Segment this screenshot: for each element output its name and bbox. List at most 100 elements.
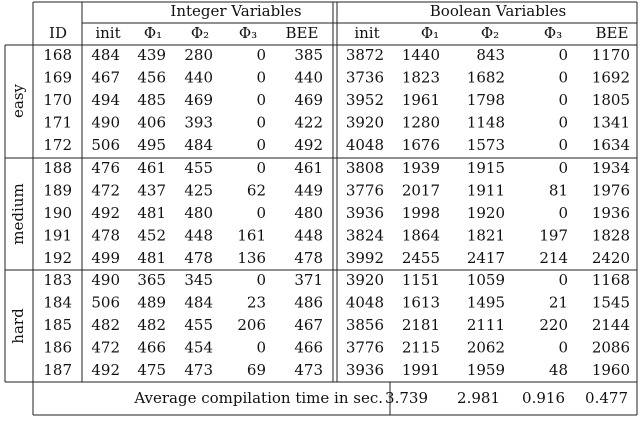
cell: 168: [43, 46, 72, 64]
column-header: Φ₂: [481, 24, 499, 42]
cell: 2144: [592, 316, 630, 334]
cell: 0: [558, 69, 568, 87]
cell: 478: [91, 226, 120, 244]
cell: 1991: [402, 361, 440, 379]
cell: 1151: [402, 271, 440, 289]
cell: 455: [184, 316, 213, 334]
cell: 0: [256, 159, 266, 177]
cell: 21: [549, 294, 568, 312]
cell: 469: [294, 91, 323, 109]
cell: 1828: [592, 226, 630, 244]
cell: 461: [137, 159, 166, 177]
cell: 3936: [346, 361, 384, 379]
cell: 0: [256, 46, 266, 64]
cell: 220: [539, 316, 568, 334]
cell: 1911: [467, 182, 505, 200]
cell: 206: [237, 316, 266, 334]
cell: 490: [91, 113, 120, 131]
cell: 467: [91, 69, 120, 87]
cell: 1682: [467, 69, 505, 87]
cell: 197: [539, 226, 568, 244]
cell: 472: [91, 182, 120, 200]
cell: 490: [91, 271, 120, 289]
cell: 1573: [467, 136, 505, 154]
cell: 1545: [592, 294, 630, 312]
cell: 486: [294, 294, 323, 312]
cell: 1634: [592, 136, 630, 154]
cell: 4048: [346, 294, 384, 312]
cell: 0: [256, 113, 266, 131]
cell: 2062: [467, 338, 505, 356]
column-header: init: [354, 24, 379, 42]
cell: 1059: [467, 271, 505, 289]
cell: 437: [137, 182, 166, 200]
cell: 0: [256, 91, 266, 109]
cell: 185: [43, 316, 72, 334]
cell: 385: [294, 46, 323, 64]
column-header: BEE: [286, 24, 319, 42]
cell: 492: [91, 204, 120, 222]
boolean-header: Boolean Variables: [430, 2, 566, 20]
cell: 494: [91, 91, 120, 109]
footer-value: 3.739: [385, 389, 428, 407]
cell: 2017: [402, 182, 440, 200]
cell: 484: [184, 294, 213, 312]
cell: 1495: [467, 294, 505, 312]
cell: 169: [43, 69, 72, 87]
cell: 2417: [467, 249, 505, 267]
cell: 449: [294, 182, 323, 200]
cell: 482: [91, 316, 120, 334]
cell: 1864: [402, 226, 440, 244]
cell: 506: [91, 294, 120, 312]
cell: 0: [558, 271, 568, 289]
cell: 0: [558, 159, 568, 177]
cell: 3920: [346, 113, 384, 131]
cell: 191: [43, 226, 72, 244]
cell: 1961: [402, 91, 440, 109]
cell: 481: [137, 204, 166, 222]
cell: 466: [294, 338, 323, 356]
cell: 0: [558, 91, 568, 109]
cell: 1915: [467, 159, 505, 177]
cell: 484: [184, 136, 213, 154]
cell: 482: [137, 316, 166, 334]
cell: 461: [294, 159, 323, 177]
cell: 192: [43, 249, 72, 267]
cell: 345: [184, 271, 213, 289]
cell: 1998: [402, 204, 440, 222]
cell: 280: [184, 46, 213, 64]
cell: 0: [256, 338, 266, 356]
cell: 1939: [402, 159, 440, 177]
cell: 472: [91, 338, 120, 356]
cell: 485: [137, 91, 166, 109]
column-header: BEE: [596, 24, 629, 42]
cell: 1920: [467, 204, 505, 222]
cell: 3856: [346, 316, 384, 334]
cell: 0: [256, 204, 266, 222]
cell: 466: [137, 338, 166, 356]
cell: 495: [137, 136, 166, 154]
cell: 1341: [592, 113, 630, 131]
cell: 843: [476, 46, 505, 64]
cell: 3776: [346, 182, 384, 200]
cell: 0: [558, 204, 568, 222]
cell: 499: [91, 249, 120, 267]
cell: 452: [137, 226, 166, 244]
cell: 492: [91, 361, 120, 379]
cell: 3776: [346, 338, 384, 356]
cell: 1170: [592, 46, 630, 64]
integer-header: Integer Variables: [170, 2, 301, 20]
cell: 475: [137, 361, 166, 379]
cell: 62: [247, 182, 266, 200]
cell: 454: [184, 338, 213, 356]
cell: 1976: [592, 182, 630, 200]
cell: 136: [237, 249, 266, 267]
cell: 1168: [592, 271, 630, 289]
cell: 3936: [346, 204, 384, 222]
cell: 3952: [346, 91, 384, 109]
cell: 0: [256, 271, 266, 289]
cell: 480: [184, 204, 213, 222]
cell: 48: [549, 361, 568, 379]
cell: 2115: [402, 338, 440, 356]
cell: 1823: [402, 69, 440, 87]
